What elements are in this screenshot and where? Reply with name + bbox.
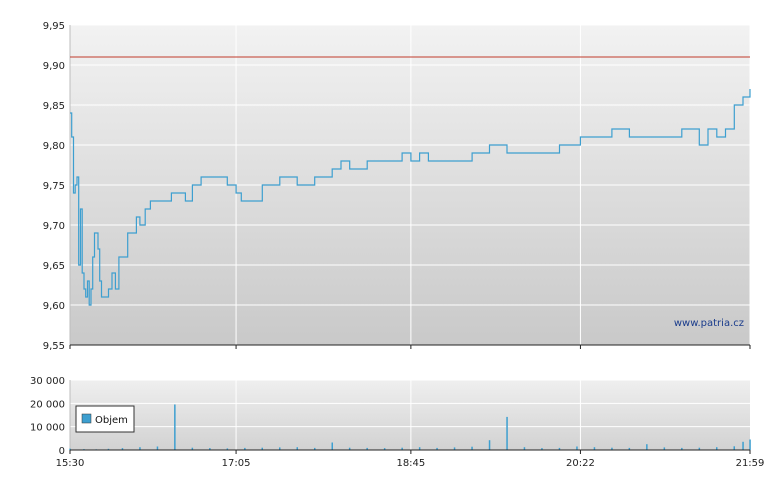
volume-bar <box>681 447 683 450</box>
volume-y-tick-label: 30 000 <box>30 376 65 387</box>
x-tick-label: 21:59 <box>736 458 765 469</box>
volume-bar <box>611 447 613 450</box>
volume-bar <box>733 446 735 450</box>
volume-bar <box>698 447 701 450</box>
volume-bar <box>646 444 648 450</box>
volume-bar <box>436 447 438 450</box>
x-tick-label: 17:05 <box>222 458 251 469</box>
volume-bar <box>121 448 124 450</box>
volume-y-tick-label: 0 <box>59 446 65 457</box>
volume-bar <box>348 447 351 450</box>
volume-bar <box>366 447 368 450</box>
volume-bar <box>558 447 561 450</box>
price-series-line <box>70 89 751 306</box>
volume-bars <box>69 404 751 450</box>
price-y-tick-label: 9,80 <box>43 141 65 152</box>
volume-bar <box>576 446 578 450</box>
watermark[interactable]: www.patria.cz <box>674 318 744 329</box>
volume-bar <box>742 441 744 450</box>
price-panel: 9,55 9,60 9,65 9,70 9,75 9,80 9,85 9,90 9,95 www… <box>43 21 751 352</box>
volume-bar <box>296 447 298 450</box>
volume-bar <box>488 440 491 450</box>
volume-bar <box>191 447 194 450</box>
volume-bar <box>244 447 246 450</box>
volume-bar <box>401 447 403 450</box>
price-y-axis: 9,55 9,60 9,65 9,70 9,75 9,80 9,85 9,90 9,95 <box>43 21 65 352</box>
volume-plot-background <box>70 380 750 450</box>
volume-bar <box>541 448 543 450</box>
volume-bar <box>226 448 229 450</box>
volume-bar <box>314 447 316 450</box>
price-y-tick-label: 9,60 <box>43 301 65 312</box>
price-y-tick-label: 9,85 <box>43 101 65 112</box>
volume-panel: 0 10 000 20 000 30 000 15:30 17:05 18:45 20:22… <box>30 376 764 469</box>
price-y-tick-label: 9,95 <box>43 21 65 32</box>
legend-swatch <box>81 413 92 424</box>
volume-bar <box>156 446 159 450</box>
volume-legend: Objem <box>75 405 135 433</box>
volume-x-axis: 15:30 17:05 18:45 20:22 21:59 <box>56 450 765 469</box>
price-x-tick-marks <box>69 345 751 349</box>
volume-y-tick-label: 10 000 <box>30 423 65 434</box>
volume-y-tick-label: 20 000 <box>30 399 65 410</box>
volume-bar <box>471 446 473 450</box>
volume-bar <box>523 447 526 450</box>
x-tick-label: 15:30 <box>56 458 85 469</box>
price-y-tick-label: 9,75 <box>43 181 65 192</box>
volume-bar <box>69 448 71 450</box>
volume-bar <box>261 447 263 450</box>
volume-bar <box>663 447 666 450</box>
price-y-tick-label: 9,90 <box>43 61 65 72</box>
volume-bar <box>506 416 508 450</box>
volume-bar <box>593 447 596 450</box>
volume-bar <box>331 442 333 450</box>
price-y-tick-label: 9,55 <box>43 341 65 352</box>
volume-bar <box>418 447 421 450</box>
volume-bar <box>453 447 456 450</box>
volume-bar <box>209 448 211 450</box>
volume-bar <box>174 404 176 450</box>
volume-bar <box>383 448 386 450</box>
volume-bar <box>107 448 110 450</box>
volume-bar <box>139 447 141 450</box>
volume-bar <box>279 447 281 450</box>
volume-bar <box>628 447 631 450</box>
volume-bar <box>749 439 751 450</box>
x-tick-label: 20:22 <box>566 458 595 469</box>
legend-label: Objem <box>95 415 128 426</box>
x-tick-label: 18:45 <box>396 458 425 469</box>
price-gridlines <box>69 24 751 345</box>
volume-bar <box>716 447 718 450</box>
volume-y-axis: 0 10 000 20 000 30 000 <box>30 376 65 457</box>
price-y-tick-label: 9,70 <box>43 221 65 232</box>
volume-gridlines <box>69 379 750 450</box>
price-y-tick-label: 9,65 <box>43 261 65 272</box>
